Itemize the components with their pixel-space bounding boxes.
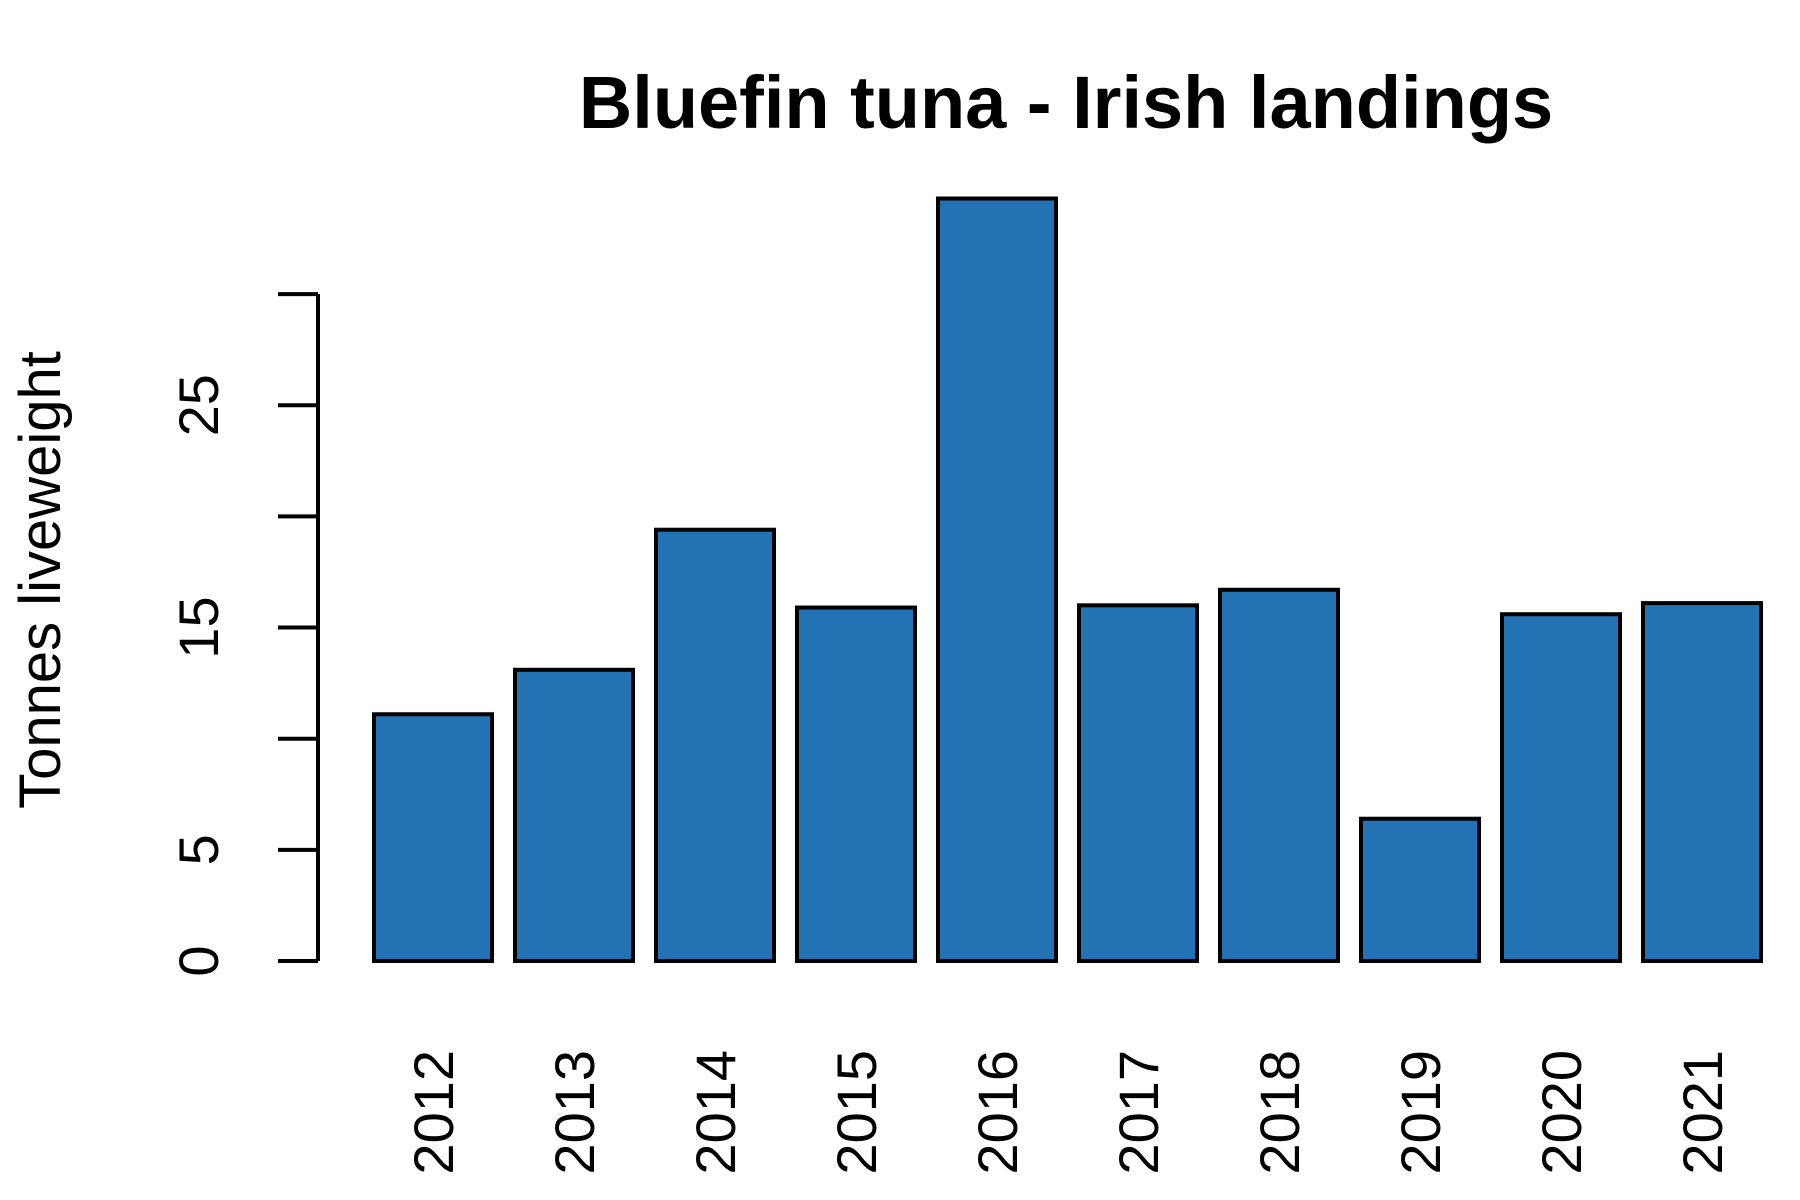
x-tick-label: 2018 [1248,1050,1311,1175]
bar [1500,612,1622,963]
chart-title: Bluefin tuna - Irish landings [579,61,1553,144]
bar [936,196,1058,964]
x-tick-label: 2016 [966,1050,1029,1175]
bar [513,667,635,963]
y-tick-label: 15 [167,596,230,658]
x-tick-label: 2020 [1530,1050,1593,1175]
bar [372,712,494,964]
x-tick-label: 2021 [1671,1050,1734,1175]
bar [654,527,776,963]
x-tick-label: 2015 [825,1050,888,1175]
bar [1077,603,1199,963]
bar [1641,601,1763,963]
x-tick-label: 2012 [402,1050,465,1175]
bar [1359,816,1481,964]
bar [795,605,917,964]
y-axis-label: Tonnes liveweight [8,351,73,809]
y-tick-label: 25 [167,374,230,436]
x-tick-label: 2017 [1107,1050,1170,1175]
x-tick-label: 2013 [543,1050,606,1175]
bar [1218,587,1340,963]
x-tick-label: 2014 [684,1050,747,1175]
y-tick-label: 0 [167,945,230,976]
x-tick-label: 2019 [1389,1050,1452,1175]
y-tick-label: 5 [167,834,230,865]
